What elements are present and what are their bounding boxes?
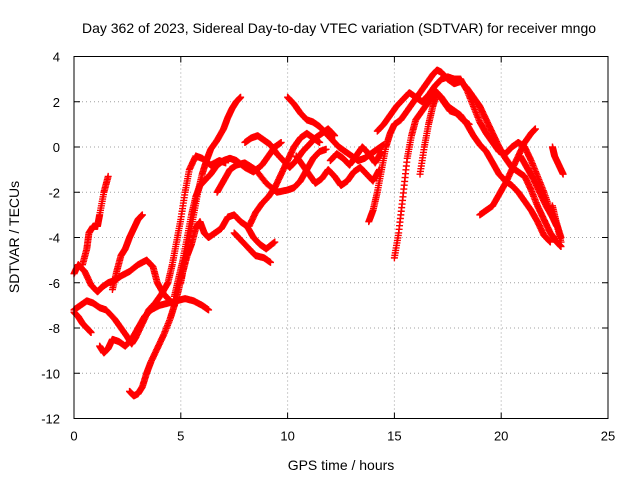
x-axis-label: GPS time / hours [288,457,395,473]
data-point [277,138,285,146]
x-tick-label: 15 [387,429,401,444]
y-tick-label: 4 [53,50,60,65]
chart-title: Day 362 of 2023, Sidereal Day-to-day VTE… [82,20,596,36]
data-point [316,138,324,146]
data-point [331,132,339,140]
data-series [548,202,565,246]
data-series [70,308,95,337]
y-tick-label: -8 [48,321,60,336]
x-tick-label: 10 [280,429,294,444]
data-point [104,172,112,180]
y-tick-label: 2 [53,95,60,110]
y-tick-label: -12 [41,412,60,427]
data-series [230,229,275,266]
y-tick-label: -6 [48,276,60,291]
y-tick-label: -4 [48,231,60,246]
data-series [108,211,146,294]
data-point [271,238,279,246]
data-point [546,238,554,246]
data-point [322,145,330,153]
data-point [465,120,473,128]
data-series [79,172,112,269]
data-series [292,152,383,189]
y-tick-label: -10 [41,366,60,381]
x-tick-label: 25 [601,429,615,444]
data-point [557,238,565,246]
y-tick-label: 0 [53,140,60,155]
data-point [531,125,539,133]
data-series [548,143,567,178]
x-tick-label: 5 [177,429,184,444]
data-point [237,93,245,101]
data-series [416,89,473,178]
y-tick-label: -2 [48,185,60,200]
data-point [138,211,146,219]
data-point [559,170,567,178]
data-point [267,258,275,266]
data-series [213,145,330,196]
data-series [177,93,245,287]
x-tick-label: 20 [494,429,508,444]
x-tick-label: 0 [70,429,77,444]
data-point [87,329,95,337]
data-series [365,66,565,251]
data-series [476,125,539,219]
data-series [516,152,561,230]
data-point [205,306,213,314]
data-series [70,152,230,348]
data-series [96,295,213,357]
data-points [70,66,567,400]
y-axis-label: SDTVAR / TECUs [6,181,22,293]
